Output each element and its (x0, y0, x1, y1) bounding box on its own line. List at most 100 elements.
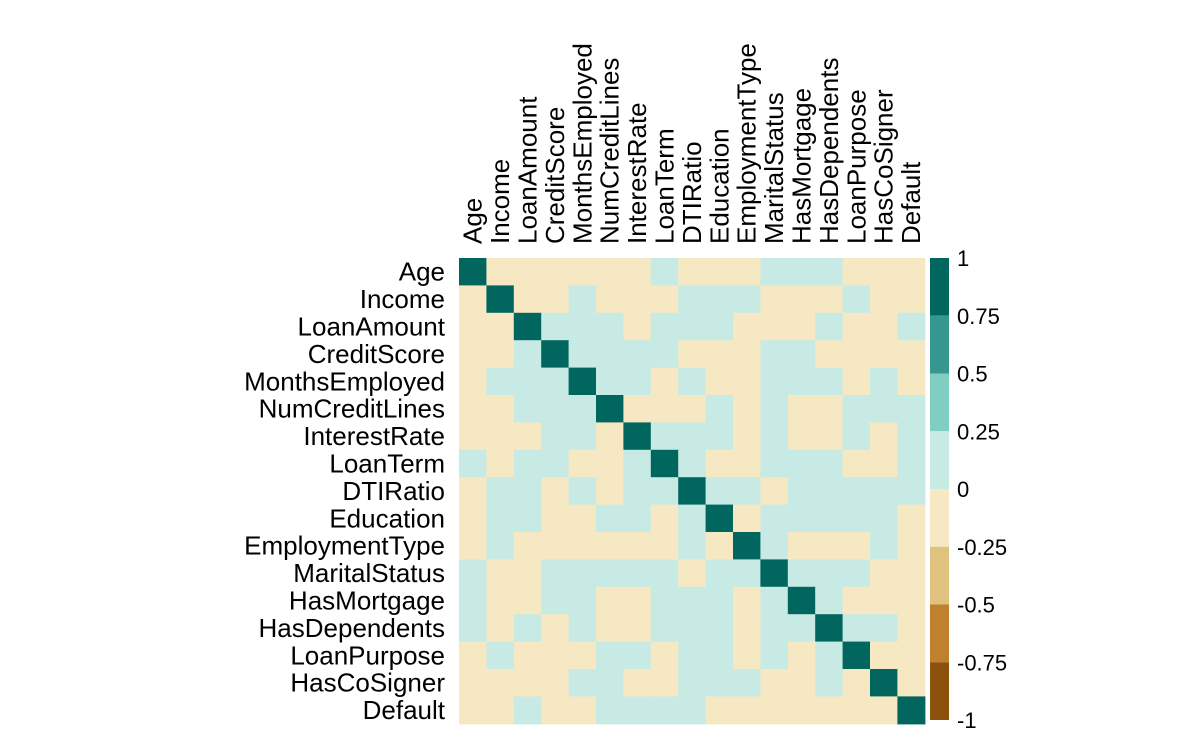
heatmap-cell-Age-LoanAmount (513, 258, 542, 286)
heatmap-cell-CreditScore-EmploymentType (733, 340, 761, 369)
heatmap-cell-Education-DTIRatio (678, 504, 707, 533)
heatmap-cell-Age-CreditScore (541, 258, 570, 286)
row-label-Default: Default (363, 695, 446, 725)
heatmap-cell-DTIRatio-LoanTerm (650, 477, 679, 506)
heatmap-cell-Education-InterestRate (623, 504, 652, 533)
heatmap-cell-LoanAmount-HasMortgage (787, 312, 816, 341)
column-label-LoanTerm: LoanTerm (650, 128, 680, 244)
column-label-MaritalStatus: MaritalStatus (759, 92, 789, 244)
heatmap-cell-InterestRate-InterestRate (623, 422, 652, 451)
heatmap-cell-HasMortgage-LoanTerm (650, 586, 679, 615)
heatmap-cell-Income-HasCoSigner (870, 285, 898, 314)
heatmap-cell-Income-CreditScore (541, 285, 570, 314)
heatmap-cell-LoanAmount-Education (705, 312, 734, 341)
heatmap-cell-Default-EmploymentType (733, 696, 761, 725)
heatmap-cell-EmploymentType-HasDependents (815, 532, 844, 560)
heatmap-cell-CreditScore-DTIRatio (678, 340, 707, 369)
heatmap-cell-LoanTerm-LoanTerm (650, 449, 679, 478)
heatmap-cell-Income-MonthsEmployed (568, 285, 597, 314)
colorbar-tick-label: 0.25 (957, 419, 1000, 444)
heatmap-cell-EmploymentType-Education (705, 532, 734, 560)
heatmap-cell-LoanAmount-Income (486, 312, 515, 341)
heatmap-cell-MaritalStatus-LoanPurpose (842, 559, 871, 588)
heatmap-cell-NumCreditLines-MaritalStatus (760, 395, 789, 423)
heatmap-cell-EmploymentType-CreditScore (541, 532, 570, 560)
heatmap-cell-LoanAmount-MonthsEmployed (568, 312, 597, 341)
heatmap-cell-EmploymentType-DTIRatio (678, 532, 707, 560)
heatmap-cell-LoanAmount-CreditScore (541, 312, 570, 341)
heatmap-cell-LoanPurpose-LoanAmount (513, 641, 542, 670)
heatmap-cell-HasCoSigner-MaritalStatus (760, 669, 789, 697)
heatmap-cell-Education-LoanTerm (650, 504, 679, 533)
heatmap-cell-Education-CreditScore (541, 504, 570, 533)
heatmap-cell-LoanPurpose-Education (705, 641, 734, 670)
heatmap-cell-EmploymentType-HasCoSigner (870, 532, 898, 560)
heatmap-cell-EmploymentType-EmploymentType (733, 532, 761, 560)
column-labels: AgeIncomeLoanAmountCreditScoreMonthsEmpl… (458, 43, 926, 244)
heatmap-cell-LoanTerm-Age (459, 449, 487, 478)
column-label-HasDependents: HasDependents (814, 58, 844, 244)
heatmap-cell-MaritalStatus-LoanTerm (650, 559, 679, 588)
heatmap-cell-EmploymentType-Income (486, 532, 515, 560)
heatmap-cell-CreditScore-LoanAmount (513, 340, 542, 369)
heatmap-cell-LoanAmount-EmploymentType (733, 312, 761, 341)
heatmap-cell-NumCreditLines-Default (897, 395, 926, 423)
heatmap-cell-InterestRate-LoanAmount (513, 422, 542, 451)
heatmap-cell-Income-MaritalStatus (760, 285, 789, 314)
heatmap-cell-HasCoSigner-HasMortgage (787, 669, 816, 697)
heatmap-cell-MaritalStatus-LoanAmount (513, 559, 542, 588)
heatmap-cell-Education-Income (486, 504, 515, 533)
heatmap-cell-HasDependents-InterestRate (623, 614, 652, 643)
colorbar-band (930, 489, 949, 547)
heatmap-cell-LoanTerm-DTIRatio (678, 449, 707, 478)
heatmap-cell-NumCreditLines-HasCoSigner (870, 395, 898, 423)
colorbar-band (930, 315, 949, 374)
column-label-Age: Age (458, 198, 488, 244)
heatmap-cell-LoanTerm-NumCreditLines (596, 449, 624, 478)
heatmap-cell-MonthsEmployed-MaritalStatus (760, 367, 789, 396)
heatmap-cell-HasCoSigner-LoanTerm (650, 669, 679, 697)
row-label-HasDependents: HasDependents (259, 613, 445, 643)
heatmap-cell-EmploymentType-MonthsEmployed (568, 532, 597, 560)
heatmap-cell-MonthsEmployed-HasMortgage (787, 367, 816, 396)
heatmap-cell-CreditScore-MaritalStatus (760, 340, 789, 369)
heatmap-cell-LoanTerm-LoanPurpose (842, 449, 871, 478)
heatmap-cell-Income-HasDependents (815, 285, 844, 314)
heatmap-cell-CreditScore-Age (459, 340, 487, 369)
row-label-LoanTerm: LoanTerm (329, 449, 445, 479)
heatmap-cell-Income-Income (486, 285, 515, 314)
column-label-InterestRate: InterestRate (622, 102, 652, 244)
colorbar-tick-label: 0.75 (957, 304, 1000, 329)
heatmap-cell-HasMortgage-EmploymentType (733, 586, 761, 615)
heatmap-cell-DTIRatio-LoanPurpose (842, 477, 871, 506)
heatmap-cells (459, 258, 926, 725)
row-label-NumCreditLines: NumCreditLines (259, 394, 445, 424)
heatmap-cell-HasCoSigner-Education (705, 669, 734, 697)
heatmap-cell-HasCoSigner-DTIRatio (678, 669, 707, 697)
heatmap-cell-HasMortgage-Age (459, 586, 487, 615)
heatmap-cell-LoanPurpose-MaritalStatus (760, 641, 789, 670)
heatmap-cell-Age-InterestRate (623, 258, 652, 286)
heatmap-cell-HasDependents-LoanPurpose (842, 614, 871, 643)
heatmap-cell-LoanPurpose-HasCoSigner (870, 641, 898, 670)
heatmap-cell-LoanTerm-HasDependents (815, 449, 844, 478)
heatmap-cell-EmploymentType-MaritalStatus (760, 532, 789, 560)
heatmap-cell-LoanAmount-LoanAmount (513, 312, 542, 341)
colorbar-band (930, 258, 949, 316)
heatmap-cell-MaritalStatus-Income (486, 559, 515, 588)
heatmap-cell-HasMortgage-LoanPurpose (842, 586, 871, 615)
heatmap-cell-CreditScore-LoanTerm (650, 340, 679, 369)
column-label-MonthsEmployed: MonthsEmployed (567, 43, 597, 244)
heatmap-cell-LoanTerm-EmploymentType (733, 449, 761, 478)
heatmap-cell-NumCreditLines-InterestRate (623, 395, 652, 423)
heatmap-cell-MaritalStatus-HasDependents (815, 559, 844, 588)
heatmap-cell-MaritalStatus-MaritalStatus (760, 559, 789, 588)
heatmap-cell-MaritalStatus-Education (705, 559, 734, 588)
colorbar-band (930, 604, 949, 663)
heatmap-cell-Age-HasCoSigner (870, 258, 898, 286)
heatmap-cell-InterestRate-HasMortgage (787, 422, 816, 451)
heatmap-cell-CreditScore-Default (897, 340, 926, 369)
heatmap-cell-LoanPurpose-EmploymentType (733, 641, 761, 670)
heatmap-cell-InterestRate-NumCreditLines (596, 422, 624, 451)
column-label-HasMortgage: HasMortgage (787, 88, 817, 244)
